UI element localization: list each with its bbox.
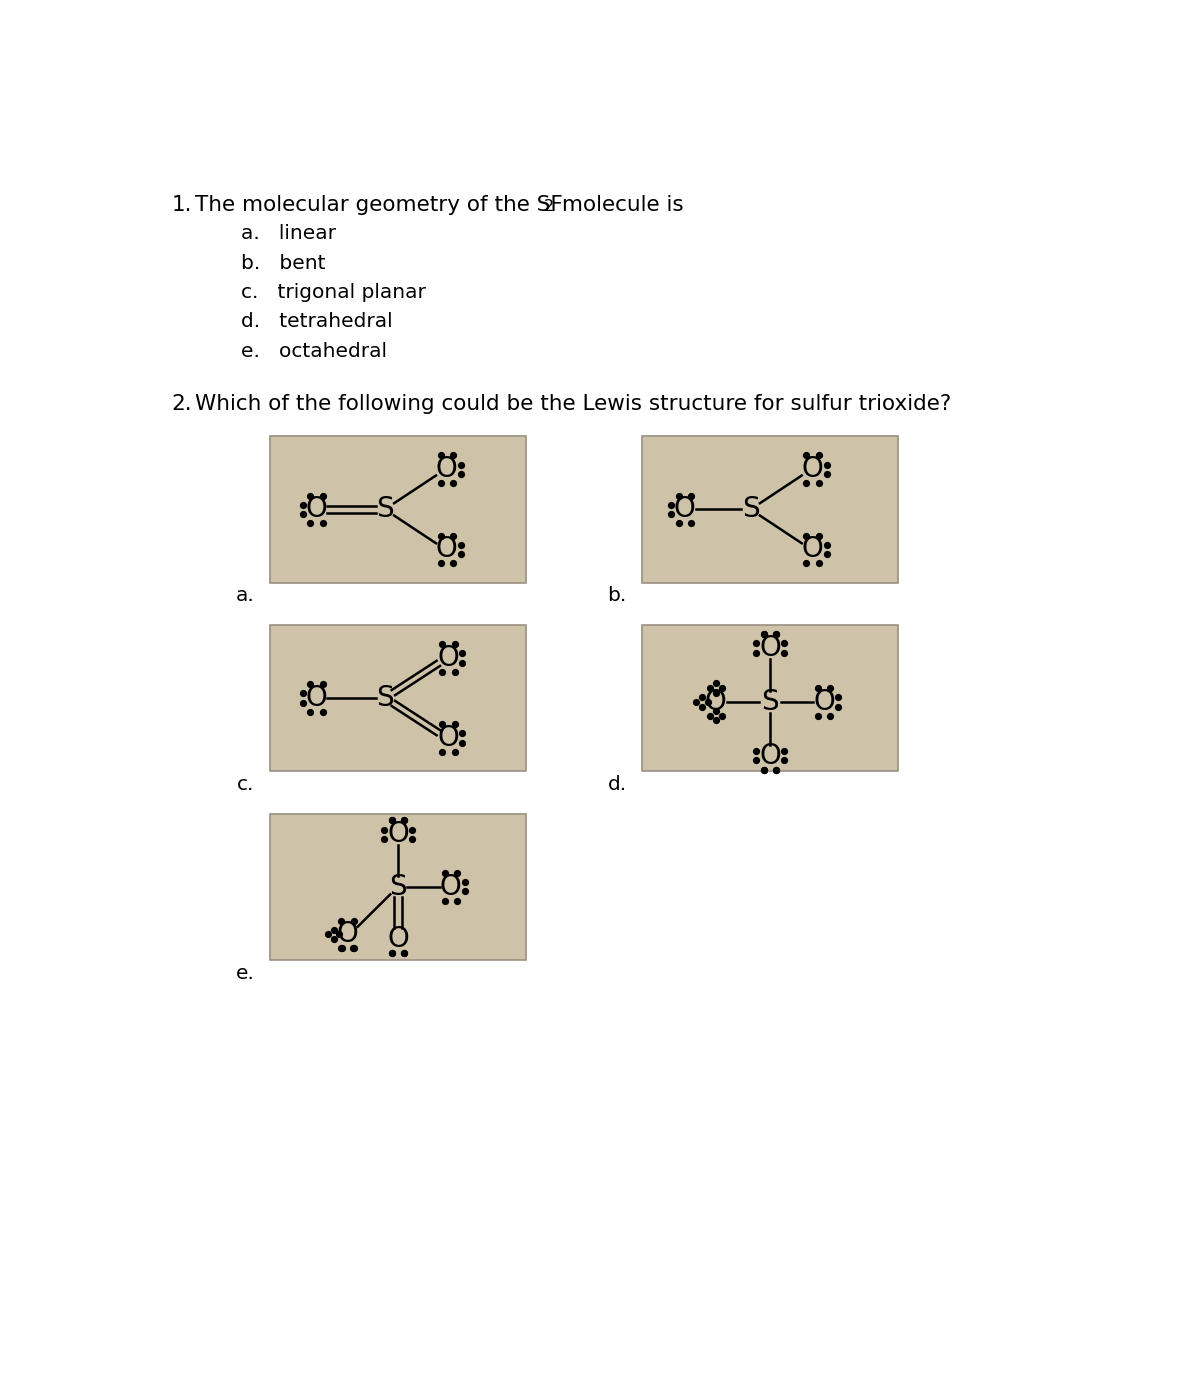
Bar	[642, 436, 898, 582]
Text: S: S	[376, 495, 394, 523]
Text: O: O	[674, 495, 696, 523]
Text: 1.: 1.	[172, 195, 192, 216]
Text: O: O	[802, 455, 823, 483]
Text: S: S	[389, 873, 407, 900]
Text: O: O	[337, 921, 359, 949]
Text: O: O	[704, 687, 727, 716]
Text: 2.: 2.	[172, 394, 192, 414]
Bar	[270, 813, 526, 960]
Text: Which of the following could be the Lewis structure for sulfur trioxide?: Which of the following could be the Lewi…	[194, 394, 952, 414]
Text: d.: d.	[607, 774, 626, 794]
Text: d.   tetrahedral: d. tetrahedral	[241, 313, 394, 332]
Text: O: O	[438, 725, 460, 752]
Text: a.   linear: a. linear	[241, 224, 336, 243]
Text: molecule is: molecule is	[554, 195, 683, 216]
Bar	[642, 625, 898, 772]
Text: O: O	[306, 495, 328, 523]
Text: S: S	[742, 495, 760, 523]
Bar	[270, 625, 526, 772]
Text: The molecular geometry of the SF: The molecular geometry of the SF	[194, 195, 563, 216]
Text: S: S	[376, 685, 394, 712]
Text: S: S	[761, 687, 779, 716]
Text: O: O	[814, 687, 835, 716]
Text: O: O	[760, 633, 781, 662]
Text: O: O	[436, 455, 457, 483]
Text: b.   bent: b. bent	[241, 253, 326, 272]
Text: O: O	[802, 535, 823, 563]
Text: c.: c.	[238, 774, 254, 794]
Text: O: O	[436, 535, 457, 563]
Text: O: O	[388, 925, 409, 953]
Text: O: O	[760, 741, 781, 770]
Text: O: O	[306, 685, 328, 712]
Text: O: O	[438, 644, 460, 672]
Bar	[270, 436, 526, 582]
Text: e.: e.	[235, 964, 254, 983]
Text: b.: b.	[607, 586, 626, 606]
Text: e.   octahedral: e. octahedral	[241, 342, 388, 361]
Text: O: O	[388, 820, 409, 848]
Text: c.   trigonal planar: c. trigonal planar	[241, 284, 426, 301]
Text: O: O	[440, 873, 462, 900]
Text: 2: 2	[544, 199, 554, 214]
Text: a.: a.	[236, 586, 254, 606]
